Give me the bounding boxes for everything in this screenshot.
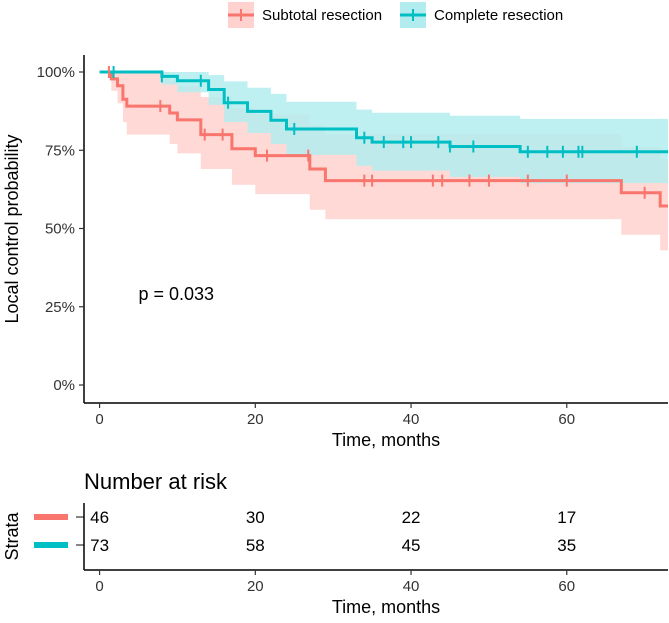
- risk-value-complete-resection: 35: [557, 536, 576, 555]
- km-y-ticks: 0% 25% 50% 75% 100%: [37, 64, 84, 394]
- risk-x-tick-label: 40: [403, 578, 420, 595]
- km-x-tick-label: 20: [247, 411, 264, 428]
- risk-value-subtotal-resection: 22: [402, 508, 421, 527]
- km-y-tick-label: 75%: [45, 142, 75, 159]
- risk-x-tick-label: 20: [247, 578, 264, 595]
- risk-value-subtotal-resection: 46: [90, 508, 109, 527]
- km-x-tick-label: 40: [403, 411, 420, 428]
- ci-band-complete-resection: [99, 72, 669, 184]
- km-x-ticks: 0 20 40 60: [95, 403, 575, 428]
- km-x-tick-label: 60: [558, 411, 575, 428]
- risk-values: 46 30 22 17 73 58 45 35: [90, 508, 576, 555]
- risk-value-complete-resection: 45: [402, 536, 421, 555]
- risk-x-tick-label: 60: [558, 578, 575, 595]
- risk-strata-swatches: [34, 514, 84, 548]
- censor-marks: [107, 66, 646, 199]
- km-x-axis-label: Time, months: [332, 430, 440, 450]
- km-y-tick-label: 100%: [37, 64, 75, 81]
- risk-value-subtotal-resection: 30: [246, 508, 265, 527]
- km-curve-subtotal-resection: [99, 70, 668, 208]
- km-y-axis-label: Local control probability: [2, 134, 22, 323]
- legend-label-subtotal-resection: Subtotal resection: [262, 7, 382, 24]
- risk-value-subtotal-resection: 17: [557, 508, 576, 527]
- legend: Subtotal resection Complete resection: [228, 2, 563, 28]
- p-value-annotation: p = 0.033: [139, 284, 215, 304]
- km-plot: 0% 25% 50% 75% 100% 0 20 40 60 Local control pr…: [2, 55, 669, 450]
- legend-label-complete-resection: Complete resection: [434, 7, 563, 24]
- risk-value-complete-resection: 73: [90, 536, 109, 555]
- confidence-bands: [99, 72, 669, 251]
- risk-x-ticks: 0 20 40 60: [95, 570, 575, 595]
- risk-value-complete-resection: 58: [246, 536, 265, 555]
- km-y-tick-label: 50%: [45, 221, 75, 238]
- km-y-tick-label: 0%: [53, 377, 75, 394]
- risk-y-axis-label: Strata: [2, 512, 22, 561]
- risk-x-tick-label: 0: [95, 578, 103, 595]
- km-y-tick-label: 25%: [45, 299, 75, 316]
- risk-x-axis-label: Time, months: [332, 597, 440, 617]
- km-x-tick-label: 0: [95, 411, 103, 428]
- risk-table-title: Number at risk: [84, 469, 228, 494]
